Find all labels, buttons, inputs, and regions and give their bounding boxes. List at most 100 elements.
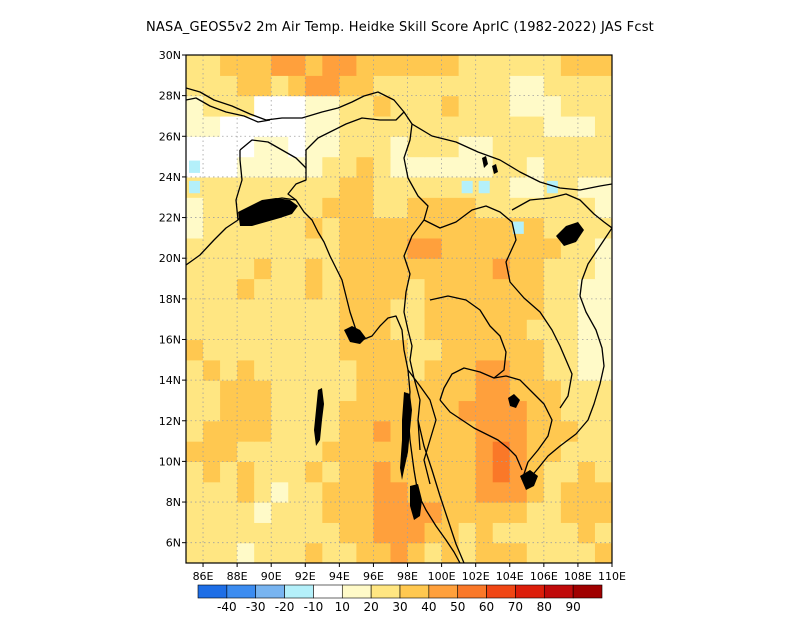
score-cell (441, 176, 460, 198)
score-cell (339, 380, 357, 402)
score-cell (577, 420, 596, 442)
score-cell (322, 441, 340, 462)
score-cell (203, 461, 221, 483)
border-bangladesh-west (235, 150, 243, 221)
score-cell (356, 502, 375, 523)
score-cell (271, 481, 289, 503)
score-cell (560, 176, 579, 198)
coastline-gulf-thailand (439, 399, 523, 471)
score-cell (356, 380, 375, 402)
score-cell (373, 319, 392, 341)
score-cell (288, 502, 306, 523)
score-cell (424, 319, 443, 341)
score-cell (577, 156, 596, 178)
score-cell (339, 156, 357, 178)
score-cell (458, 380, 477, 402)
score-cell (237, 298, 255, 320)
hainan-coast (556, 222, 584, 246)
score-cell (322, 95, 340, 117)
score-cell (186, 115, 204, 137)
score-cell (322, 156, 340, 178)
score-cell (441, 542, 460, 563)
score-cell (373, 278, 392, 300)
score-cell (254, 481, 272, 503)
score-cell (254, 441, 272, 462)
score-cell (254, 237, 272, 259)
score-cell (390, 156, 409, 178)
score-cell-negative (478, 180, 490, 194)
score-cell (492, 115, 511, 137)
colorbar-label: -20 (275, 600, 295, 614)
colorbar-swatch (370, 584, 401, 599)
score-cell (492, 298, 511, 320)
score-cell (424, 441, 443, 462)
score-cell (237, 278, 255, 300)
score-cell (526, 55, 545, 76)
score-cell (458, 359, 477, 381)
score-cell (543, 217, 562, 239)
score-cell (560, 441, 579, 462)
score-cell (543, 75, 562, 97)
score-cell (271, 75, 289, 97)
score-cell (271, 298, 289, 320)
x-tick-label: 88E (227, 570, 248, 583)
score-cell (203, 55, 221, 76)
colorbar-label: 50 (450, 600, 465, 614)
score-cell (339, 359, 357, 381)
score-cell (526, 217, 545, 239)
score-cell (543, 237, 562, 259)
score-cell (475, 197, 494, 219)
score-cell (373, 522, 392, 544)
border-nepal (186, 97, 271, 123)
y-tick-label: 8N (166, 496, 181, 509)
score-cell (526, 359, 545, 381)
score-cell (526, 156, 545, 178)
lat-lon-gridlines (186, 55, 612, 563)
score-cell-negative (189, 180, 201, 194)
score-cell (322, 542, 340, 563)
colorbar-label: -30 (246, 600, 266, 614)
score-cell (356, 115, 375, 137)
score-cell (220, 420, 238, 442)
x-tick-label: 90E (261, 570, 282, 583)
score-cell (424, 95, 443, 117)
score-cell (475, 400, 494, 422)
score-cell (509, 359, 528, 381)
score-cell (271, 502, 289, 523)
score-cell (475, 380, 494, 402)
score-cell (458, 502, 477, 523)
score-cell (322, 75, 340, 97)
score-cell (254, 380, 272, 402)
score-cell (577, 481, 596, 503)
score-cell (356, 359, 375, 381)
score-cell (339, 339, 357, 361)
score-cell (339, 400, 357, 422)
score-cell (594, 319, 612, 341)
score-cell-negative (461, 180, 473, 194)
score-cell (458, 339, 477, 361)
score-cell (441, 339, 460, 361)
score-cell (407, 380, 426, 402)
score-cell (390, 278, 409, 300)
score-cell (237, 380, 255, 402)
score-cell (560, 502, 579, 523)
score-cell (288, 542, 306, 563)
score-cell (322, 380, 340, 402)
x-tick-label: 110E (598, 570, 626, 583)
score-cell (577, 359, 596, 381)
score-cell (475, 441, 494, 462)
colorbar-label: -40 (217, 600, 237, 614)
score-cell (220, 156, 238, 178)
score-cell (186, 319, 204, 341)
score-cell (237, 75, 255, 97)
score-cell (356, 156, 375, 178)
score-cell (339, 136, 357, 158)
score-cell (441, 441, 460, 462)
score-cell (390, 197, 409, 219)
score-cell (322, 502, 340, 523)
score-cell (305, 461, 323, 483)
score-cell (220, 481, 238, 503)
score-cell (271, 380, 289, 402)
score-cell (424, 502, 443, 523)
